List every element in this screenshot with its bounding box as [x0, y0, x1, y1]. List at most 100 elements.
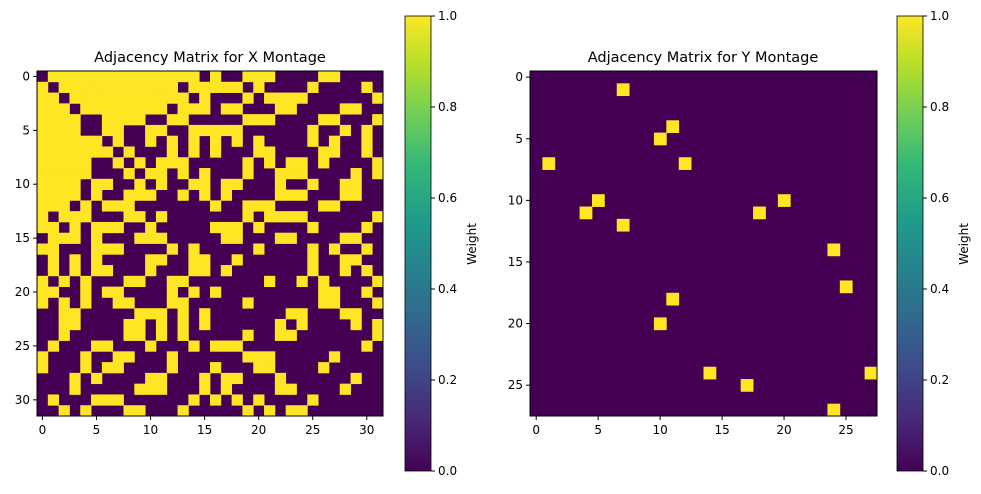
heatmap-cell [91, 81, 103, 93]
heatmap-cell [274, 92, 287, 104]
axes-frame [36, 70, 384, 417]
heatmap-cell [253, 81, 265, 93]
heatmap-cell [242, 168, 254, 180]
heatmap-cell [134, 114, 146, 126]
heatmap-cell [274, 178, 287, 190]
heatmap-cell [58, 275, 70, 288]
heatmap-cell [58, 103, 70, 115]
heatmap-cell [253, 114, 265, 126]
heatmap-cell [91, 372, 103, 385]
heatmap-cell [80, 200, 92, 212]
heatmap-cell [253, 243, 265, 255]
heatmap-cell [231, 124, 243, 137]
heatmap-cell [372, 157, 384, 169]
heatmap-cell [285, 168, 297, 180]
heatmap-cell [274, 232, 287, 244]
heatmap-cell [69, 92, 81, 104]
heatmap-cell [188, 103, 200, 115]
heatmap-cell [339, 265, 351, 277]
heatmap-cell [231, 394, 243, 406]
heatmap-cell [69, 135, 81, 147]
heatmap-cell [123, 71, 135, 83]
heatmap-cell [155, 168, 168, 180]
heatmap-cell [134, 308, 146, 320]
heatmap-cell [753, 206, 766, 220]
heatmap-cell [188, 243, 200, 255]
heatmap-cell [37, 275, 49, 288]
heatmap-cell [155, 92, 168, 104]
heatmap-cell [134, 405, 146, 417]
heatmap-cell [91, 340, 103, 352]
heatmap-cell [285, 92, 297, 104]
heatmap-cell [166, 135, 178, 147]
heatmap-cell [199, 383, 211, 395]
heatmap-cell [80, 362, 92, 374]
heatmap-cell [210, 135, 222, 147]
colorbar-tick-label: 0.0 [438, 464, 457, 478]
heatmap-cell [134, 329, 146, 341]
heatmap-cell [37, 243, 49, 255]
heatmap-cell [210, 221, 222, 234]
heatmap-cell [285, 383, 297, 395]
heatmap-cell [123, 168, 135, 180]
heatmap-cell [134, 211, 146, 223]
heatmap-cell [101, 146, 114, 158]
heatmap-cell [58, 405, 70, 417]
heatmap-cell [864, 366, 878, 380]
heatmap-cell [318, 200, 330, 212]
heatmap-cell [47, 146, 60, 158]
heatmap-cell [91, 103, 103, 115]
colorbar [404, 15, 432, 472]
heatmap-cell [372, 297, 384, 309]
heatmap-cell [361, 340, 373, 352]
heatmap-cell [37, 157, 49, 169]
heatmap-cell [350, 103, 362, 115]
heatmap-cell [361, 243, 373, 255]
heatmap-cell [372, 168, 384, 180]
heatmap-cell [37, 178, 49, 190]
heatmap-cell [220, 221, 233, 234]
heatmap-cell [80, 275, 92, 288]
heatmap-cell [318, 71, 330, 83]
heatmap-cell [145, 265, 157, 277]
heatmap-cell [134, 71, 146, 83]
heatmap-cell [47, 114, 60, 126]
heatmap-cell [350, 168, 362, 180]
heatmap-cell [339, 308, 351, 320]
y-tick-label: 0 [22, 69, 30, 83]
heatmap-cell [220, 81, 233, 93]
heatmap-cell [285, 189, 297, 201]
x-tick-label: 25 [838, 423, 853, 437]
heatmap-cell [318, 146, 330, 158]
heatmap-cell [318, 275, 330, 288]
heatmap-cell [123, 114, 135, 126]
heatmap-cell [328, 351, 341, 363]
heatmap-cell [123, 275, 135, 288]
heatmap-cell [231, 340, 243, 352]
heatmap-cell [37, 221, 49, 234]
heatmap-cell [372, 114, 384, 126]
heatmap-cell [827, 243, 841, 257]
heatmap-cell [579, 206, 593, 220]
heatmap-cell [112, 92, 124, 104]
heatmap-cell [220, 232, 233, 244]
heatmap-background [530, 71, 877, 416]
heatmap-cell [91, 135, 103, 147]
heatmap-cell [339, 189, 351, 201]
heatmap-cell [318, 297, 330, 309]
heatmap-cell [307, 135, 319, 147]
heatmap-cell [177, 318, 189, 331]
heatmap-cell [91, 254, 103, 266]
heatmap-cell [37, 146, 49, 158]
heatmap-cell [188, 146, 200, 158]
heatmap-cell [58, 329, 70, 341]
heatmap-cell [112, 103, 124, 115]
heatmap-cell [134, 275, 146, 288]
heatmap-cell [134, 103, 146, 115]
heatmap-cell [155, 308, 168, 320]
heatmap-cell [274, 103, 287, 115]
heatmap-cell [220, 265, 233, 277]
heatmap-cell [177, 71, 189, 83]
heatmap-cell [134, 232, 146, 244]
heatmap-cell [80, 211, 92, 223]
